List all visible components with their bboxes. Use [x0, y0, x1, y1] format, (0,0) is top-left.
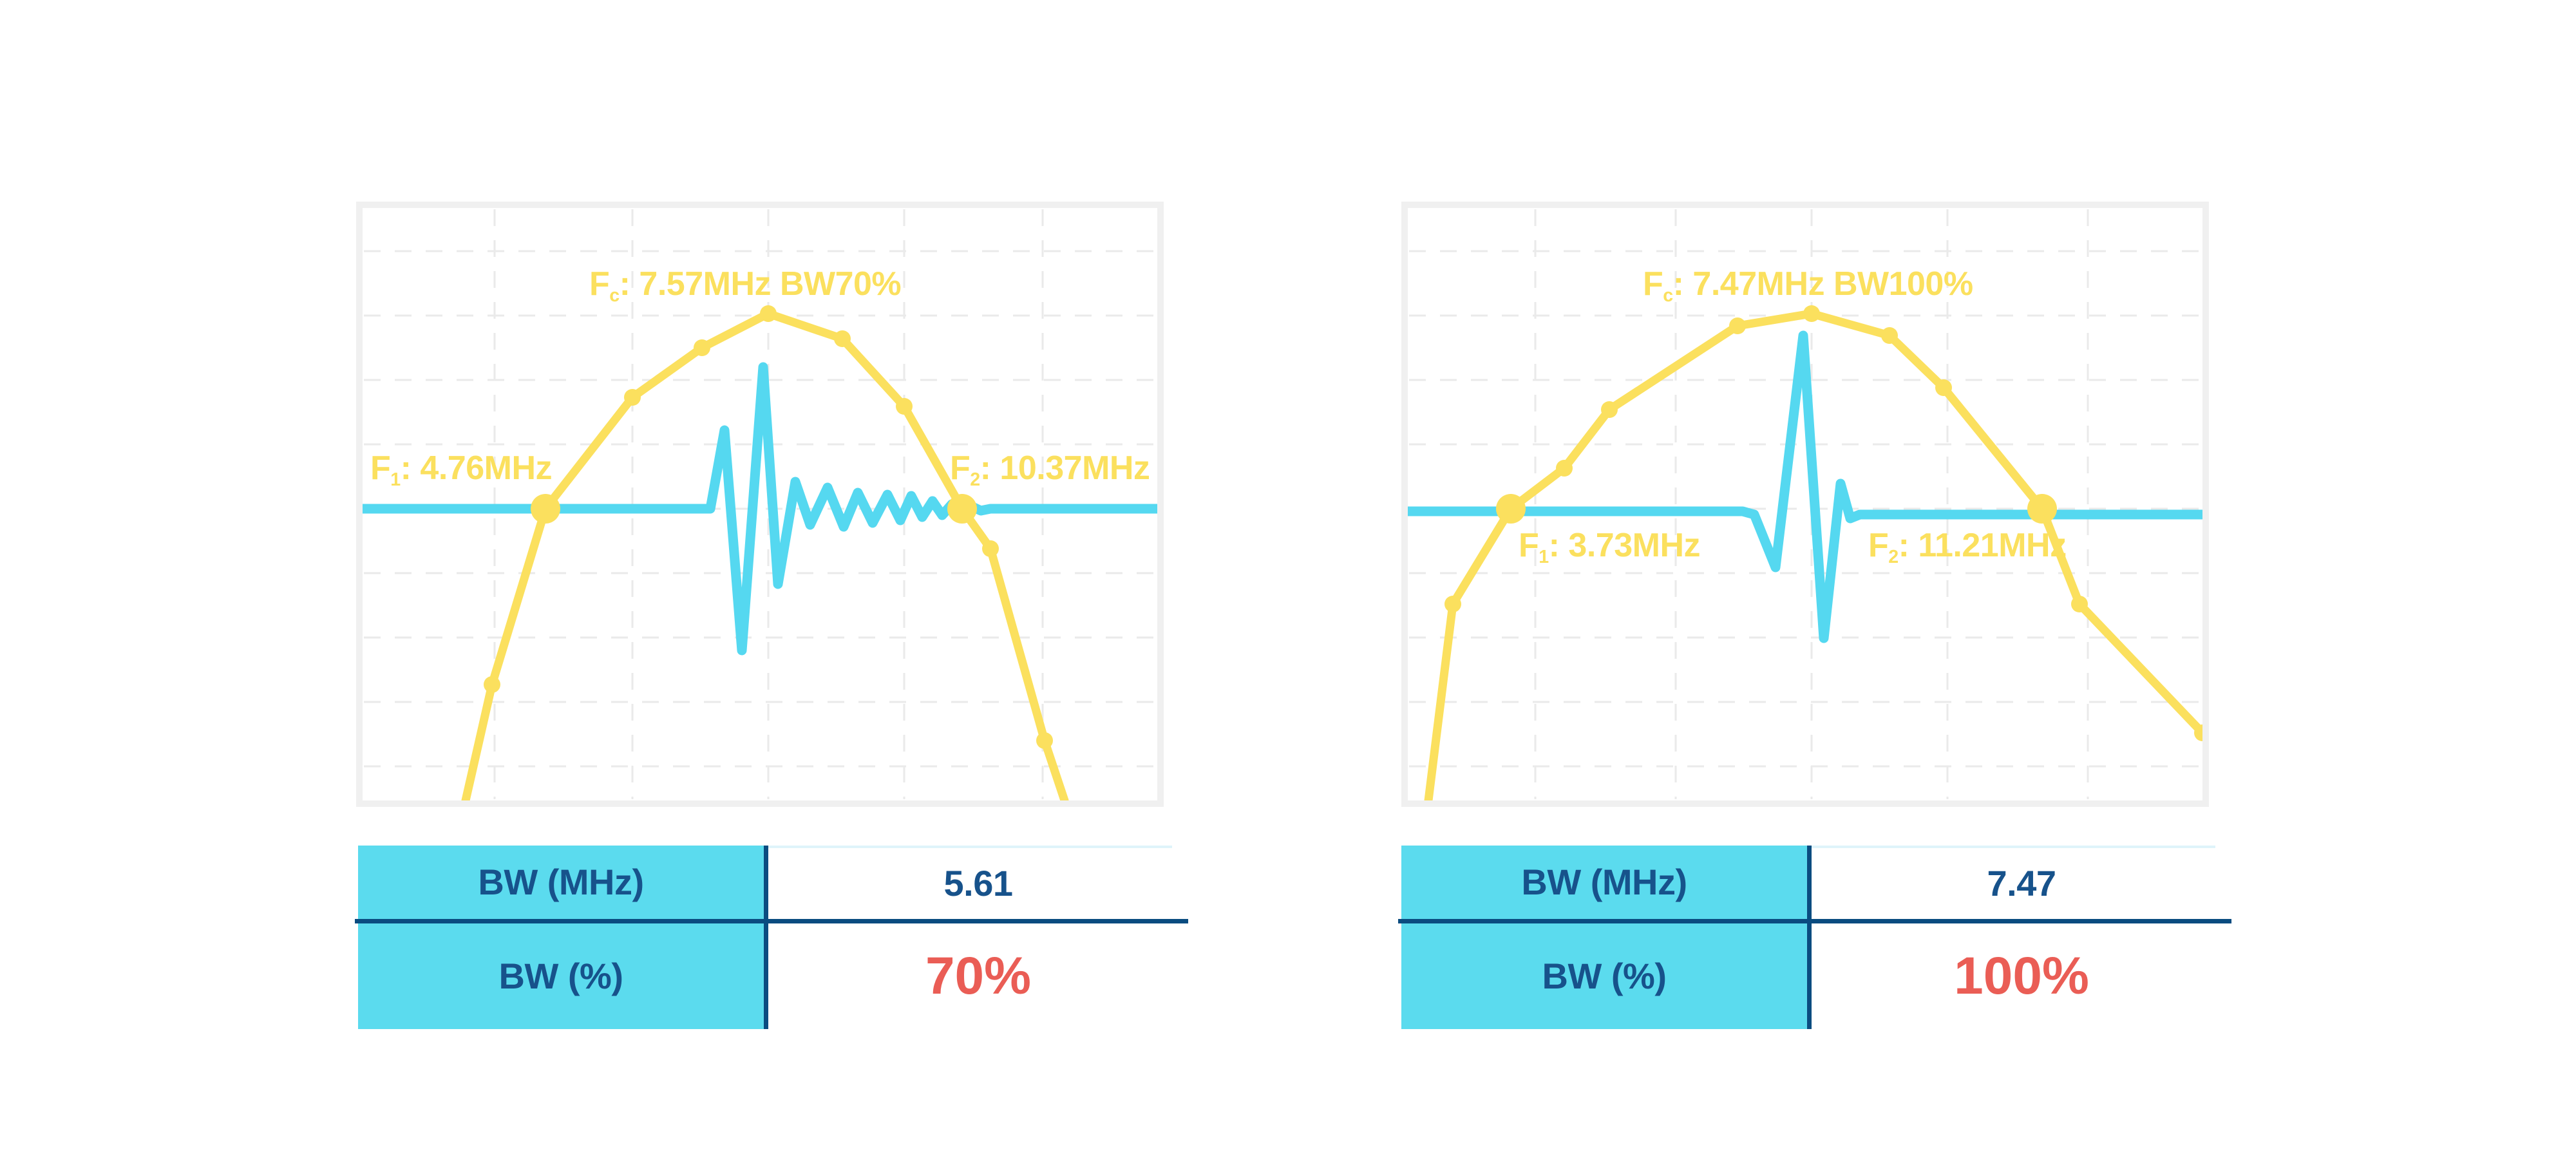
table-row-label: BW (MHz) [478, 862, 644, 902]
column-divider [764, 846, 768, 1029]
data-point-marker [760, 305, 777, 322]
row-divider [1398, 919, 2231, 923]
f2-frequency-label: F2: 11.21MHz [1868, 527, 2067, 567]
bw100-chart-panel: Fc: 7.47MHz BW100% F1: 3.73MHz F2: 11.21… [1401, 202, 2209, 807]
table-row-label: BW (MHz) [1521, 862, 1687, 902]
data-point-marker [1036, 732, 1053, 749]
plot-area [1408, 305, 2202, 800]
data-point-marker [982, 540, 999, 557]
f1-frequency-label: F1: 4.76MHz [370, 449, 553, 490]
subscript: c [1663, 285, 1673, 306]
table-row-value: 5.61 [943, 863, 1014, 903]
bw70-chart-canvas [356, 202, 1164, 807]
center-frequency-label: Fc: 7.47MHz BW100% [1643, 265, 1973, 306]
table-row-label: BW (%) [498, 956, 623, 996]
data-point-marker [834, 330, 851, 347]
bw100-chart-canvas [1401, 202, 2209, 807]
bandwidth-crossing-marker [947, 494, 977, 524]
label-column-background [358, 846, 764, 1029]
data-point-marker [1935, 379, 1952, 396]
f2-frequency-label: F2: 10.37MHz [950, 449, 1150, 490]
data-point-marker [1556, 460, 1573, 477]
spectrum-envelope-line [461, 309, 1069, 800]
data-point-marker [1729, 317, 1746, 334]
value-column-top-border [768, 846, 1172, 848]
data-point-marker [2194, 724, 2202, 741]
center-frequency-label: Fc: 7.57MHz BW70% [589, 265, 902, 306]
bandwidth-table-bw100: BW (MHz) 7.47 BW (%) 100% [1398, 846, 2231, 1029]
table-row-value: 7.47 [1987, 863, 2057, 903]
bw70-chart-panel: Fc: 7.57MHz BW70% F1: 4.76MHz F2: 10.37M… [356, 202, 1164, 807]
f1-frequency-label: F1: 3.73MHz [1519, 527, 1701, 567]
bandwidth-crossing-marker [1496, 494, 1526, 524]
subscript: 2 [970, 469, 980, 490]
subscript: 2 [1888, 546, 1899, 567]
bandwidth-table-bw70: BW (MHz) 5.61 BW (%) 70% [355, 846, 1188, 1029]
data-point-marker [484, 676, 500, 693]
echo-pulse-line [1408, 330, 2202, 643]
gridlines [1409, 209, 2201, 799]
value-column-top-border [1812, 846, 2215, 848]
table-row-value-percent: 100% [1954, 947, 2089, 1005]
data-point-marker [1803, 305, 1820, 322]
label-column-background [1401, 846, 1807, 1029]
data-point-marker [1881, 327, 1898, 344]
data-point-marker [1444, 596, 1461, 612]
data-point-marker [1601, 401, 1618, 418]
row-divider [355, 919, 1188, 923]
subscript: 1 [390, 469, 401, 490]
data-point-marker [624, 389, 641, 406]
spectrum-envelope-line [1424, 309, 2202, 800]
subscript: c [609, 285, 620, 306]
plot-area [363, 305, 1157, 800]
table-row-label: BW (%) [1542, 956, 1667, 996]
data-point-marker [2071, 596, 2088, 612]
subscript: 1 [1539, 546, 1549, 567]
plot-frame [1401, 202, 2209, 807]
table-row-value-percent: 70% [925, 947, 1032, 1005]
data-point-marker [694, 339, 710, 356]
column-divider [1807, 846, 1812, 1029]
bandwidth-crossing-marker [2027, 494, 2057, 524]
bandwidth-crossing-marker [531, 494, 560, 524]
data-point-marker [896, 398, 913, 415]
